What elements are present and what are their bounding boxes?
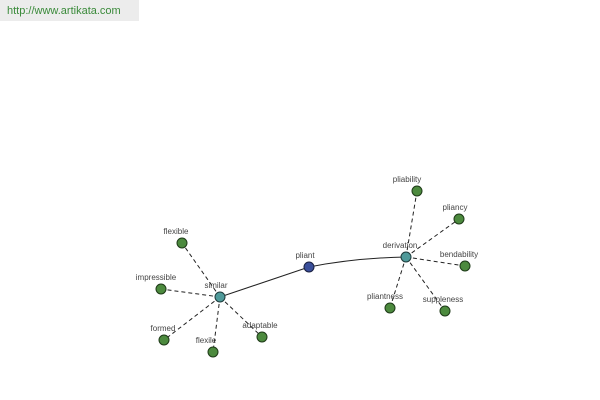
node-label[interactable]: suppleness — [423, 295, 463, 304]
node-label[interactable]: adaptable — [242, 321, 278, 330]
node-label[interactable]: formed — [151, 324, 176, 333]
node-label[interactable]: pliant — [295, 251, 315, 260]
site-url[interactable]: http://www.artikata.com — [7, 5, 121, 17]
edge — [405, 256, 466, 267]
node-label[interactable]: flexile — [196, 336, 217, 345]
node-label[interactable]: flexible — [164, 227, 189, 236]
node-label[interactable]: similar — [204, 281, 227, 290]
node-label[interactable]: pliantness — [367, 292, 403, 301]
node[interactable] — [453, 213, 465, 225]
nodes: pliant similar derivation flexible impre… — [136, 175, 478, 358]
node[interactable] — [158, 334, 170, 346]
node-label[interactable]: bendability — [440, 250, 478, 259]
edge — [212, 296, 221, 353]
edge — [219, 296, 263, 338]
edge — [219, 266, 310, 298]
node-label[interactable]: derivation — [383, 241, 418, 250]
node-label[interactable]: impressible — [136, 273, 177, 282]
node-label[interactable]: pliancy — [443, 203, 468, 212]
edge — [405, 218, 460, 258]
node-label[interactable]: pliability — [393, 175, 421, 184]
node[interactable] — [439, 305, 451, 317]
node[interactable] — [256, 331, 268, 343]
node[interactable] — [214, 291, 226, 303]
node[interactable] — [303, 261, 315, 273]
edge — [160, 288, 221, 298]
node[interactable] — [459, 260, 471, 272]
edge — [389, 256, 407, 309]
node[interactable] — [155, 283, 167, 295]
node[interactable] — [400, 251, 412, 263]
node[interactable] — [176, 237, 188, 249]
url-box — [0, 0, 139, 21]
edges — [160, 190, 466, 353]
edge — [163, 296, 221, 341]
edge — [308, 256, 407, 268]
node[interactable] — [384, 302, 396, 314]
node[interactable] — [411, 185, 423, 197]
node[interactable] — [207, 346, 219, 358]
